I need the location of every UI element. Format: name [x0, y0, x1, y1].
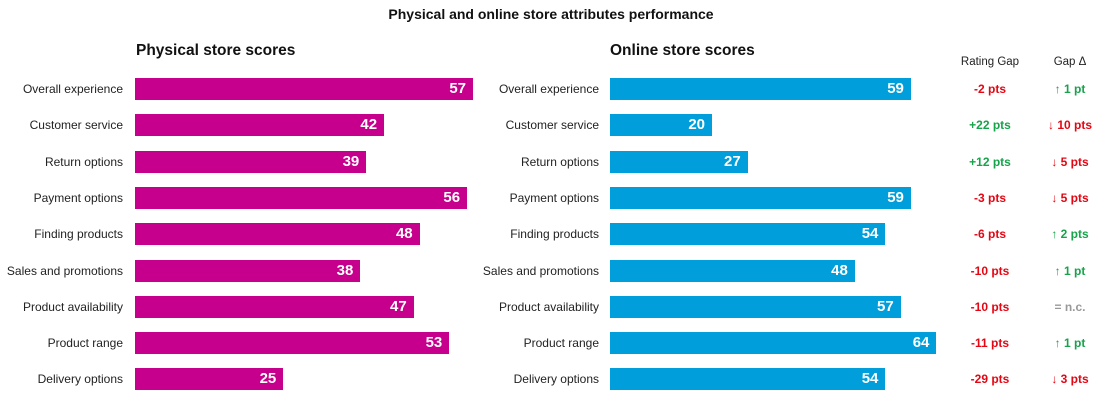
- online-bar: [610, 186, 911, 209]
- rating-gap: -2 pts: [973, 82, 1006, 96]
- online-subtitle: Online store scores: [610, 42, 755, 59]
- online-bar: [610, 150, 748, 173]
- physical-bar: [135, 223, 420, 246]
- category-label: Sales and promotions: [6, 263, 123, 278]
- gap-delta: ↓ 3 pts: [1051, 372, 1089, 387]
- category-label: Customer service: [29, 118, 123, 133]
- gap-delta: ↓ 5 pts: [1051, 154, 1089, 169]
- online-bar: [610, 259, 855, 282]
- category-label: Payment options: [33, 190, 123, 205]
- online-bar: [610, 332, 937, 355]
- value-label: 59: [887, 80, 904, 97]
- category-label: Finding products: [510, 227, 599, 242]
- category-label: Product availability: [498, 299, 599, 314]
- category-label: Finding products: [34, 227, 123, 242]
- value-label: 53: [425, 334, 443, 352]
- category-label: Overall experience: [22, 82, 123, 96]
- category-label: Payment options: [509, 190, 599, 205]
- gap-delta: ↑ 2 pts: [1051, 227, 1089, 242]
- gap-delta: ↓ 5 pts: [1051, 190, 1089, 205]
- value-label: 54: [861, 370, 879, 388]
- value-label: 57: [449, 80, 466, 97]
- category-label: Overall experience: [498, 82, 599, 96]
- category-label: Customer service: [505, 118, 599, 133]
- category-label: Delivery options: [513, 372, 599, 387]
- rating-gap: -10 pts: [970, 263, 1010, 278]
- online-bar: [610, 295, 901, 318]
- physical-bar: [135, 78, 473, 100]
- category-label: Return options: [44, 154, 123, 169]
- online-bar: [610, 78, 911, 100]
- gap-delta: ↑ 1 pt: [1054, 336, 1086, 351]
- value-label: 56: [443, 188, 461, 206]
- rating-gap: -10 pts: [970, 299, 1010, 314]
- value-label: 64: [912, 334, 930, 352]
- value-label: 48: [395, 225, 413, 243]
- rating-gap: +22 pts: [969, 118, 1011, 133]
- physical-bar: [135, 295, 414, 318]
- value-label: 59: [887, 188, 904, 206]
- rating-gap-header: Rating Gap: [960, 56, 1020, 68]
- online-bar: [610, 114, 712, 137]
- category-label: Product availability: [22, 299, 123, 314]
- rating-gap: -3 pts: [973, 190, 1006, 205]
- value-label: 42: [360, 116, 378, 134]
- rating-gap: -6 pts: [973, 227, 1006, 242]
- value-label: 38: [336, 261, 354, 279]
- value-label: 54: [861, 225, 879, 243]
- physical-bar: [135, 259, 361, 282]
- category-label: Product range: [47, 336, 123, 351]
- physical-bar: [135, 150, 367, 173]
- value-label: 57: [877, 297, 894, 315]
- value-label: 48: [831, 261, 848, 279]
- physical-bar: [135, 186, 468, 209]
- online-bar: [610, 368, 886, 391]
- value-label: 47: [390, 297, 407, 315]
- category-label: Return options: [520, 154, 599, 169]
- gap-delta: ↑ 1 pt: [1054, 263, 1086, 278]
- physical-subtitle: Physical store scores: [136, 42, 296, 59]
- physical-bar: [135, 114, 385, 137]
- category-label: Sales and promotions: [482, 263, 599, 278]
- rating-gap: +12 pts: [969, 154, 1011, 169]
- value-label: 39: [342, 152, 360, 170]
- value-label: 20: [688, 116, 705, 134]
- rating-gap: -11 pts: [970, 336, 1009, 351]
- value-label: 27: [724, 152, 741, 170]
- gap-delta-header: Gap Δ: [1053, 56, 1087, 68]
- rating-gap: -29 pts: [970, 372, 1010, 387]
- physical-bar: [135, 332, 450, 355]
- category-label: Product range: [523, 336, 599, 351]
- online-bar: [610, 223, 886, 246]
- value-label: 25: [259, 370, 277, 388]
- gap-delta: = n.c.: [1054, 299, 1086, 314]
- category-label: Delivery options: [37, 372, 123, 387]
- physical-bar: [135, 368, 284, 391]
- gap-delta: ↑ 1 pt: [1054, 82, 1086, 96]
- chart-title: Physical and online store attributes per…: [388, 6, 714, 22]
- gap-delta: ↓ 10 pts: [1047, 118, 1092, 133]
